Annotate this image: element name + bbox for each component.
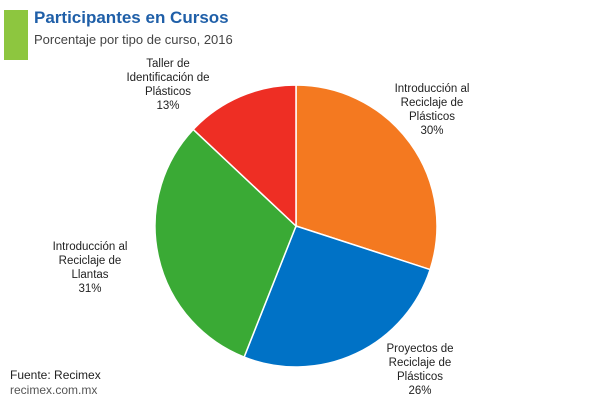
slice-name-line: Introducción al <box>395 83 470 95</box>
pie-slice-2 <box>243 225 432 368</box>
slice-name-line: Reciclaje de <box>59 255 122 267</box>
slice-name-line: Introducción al <box>53 241 128 253</box>
slice-name-line: Reciclaje de <box>401 97 464 109</box>
slice-percent-label: 13% <box>156 100 179 112</box>
slice-label-1: Introducción al Reciclaje de Plásticos 30% <box>395 83 470 137</box>
pie-slice-1 <box>295 84 438 271</box>
slice-name-line: Llantas <box>71 269 108 281</box>
slice-name-line: Plásticos <box>409 111 455 123</box>
slice-percent-label: 31% <box>78 283 101 295</box>
chart-subtitle: Porcentaje por tipo de curso, 2016 <box>34 32 233 47</box>
source-text: Fuente: Recimex <box>10 368 101 382</box>
source-note: Fuente: Recimex recimex.com.mx <box>10 368 101 398</box>
slice-percent-label: 26% <box>408 385 431 397</box>
slice-name-line: Proyectos de <box>386 343 453 355</box>
slice-label-2: Proyectos de Reciclaje de Plásticos 26% <box>386 343 453 397</box>
slice-name-line: Reciclaje de <box>389 357 452 369</box>
chart-title: Participantes en Cursos <box>34 8 229 27</box>
slice-percent-label: 30% <box>420 125 443 137</box>
slice-name-line: Plásticos <box>397 371 443 383</box>
pie-slice-4 <box>192 84 297 228</box>
title-accent-bar <box>4 10 28 60</box>
source-site: recimex.com.mx <box>10 383 98 397</box>
slice-label-4: Taller de Identificación de Plásticos 13% <box>126 58 209 112</box>
slice-name-line: Plásticos <box>145 86 191 98</box>
slice-name-line: Taller de <box>146 58 189 70</box>
slice-label-3: Introducción al Reciclaje de Llantas 31% <box>53 241 128 295</box>
slice-name-line: Identificación de <box>126 72 209 84</box>
pie-slice-3 <box>154 128 297 359</box>
